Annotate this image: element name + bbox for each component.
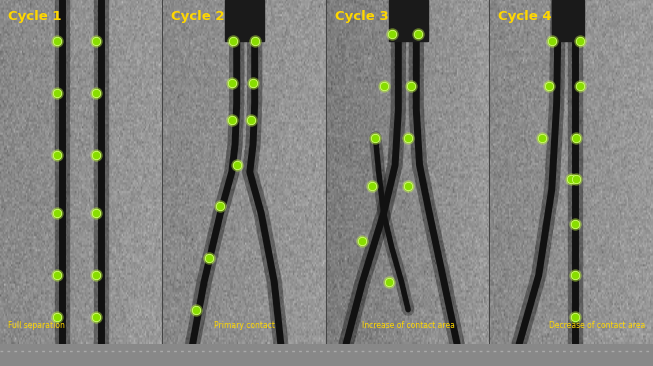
Bar [389, 0, 428, 41]
Text: Primary contact: Primary contact [214, 321, 276, 330]
Text: Full separation: Full separation [8, 321, 65, 330]
Text: Decrease of contact area: Decrease of contact area [549, 321, 645, 330]
Bar [552, 0, 584, 41]
Text: Increase of contact area: Increase of contact area [362, 321, 454, 330]
Text: Cycle 1: Cycle 1 [8, 10, 61, 23]
Text: Cycle 4: Cycle 4 [498, 10, 552, 23]
Bar [225, 0, 264, 41]
Text: Cycle 2: Cycle 2 [171, 10, 225, 23]
Text: Cycle 3: Cycle 3 [335, 10, 389, 23]
